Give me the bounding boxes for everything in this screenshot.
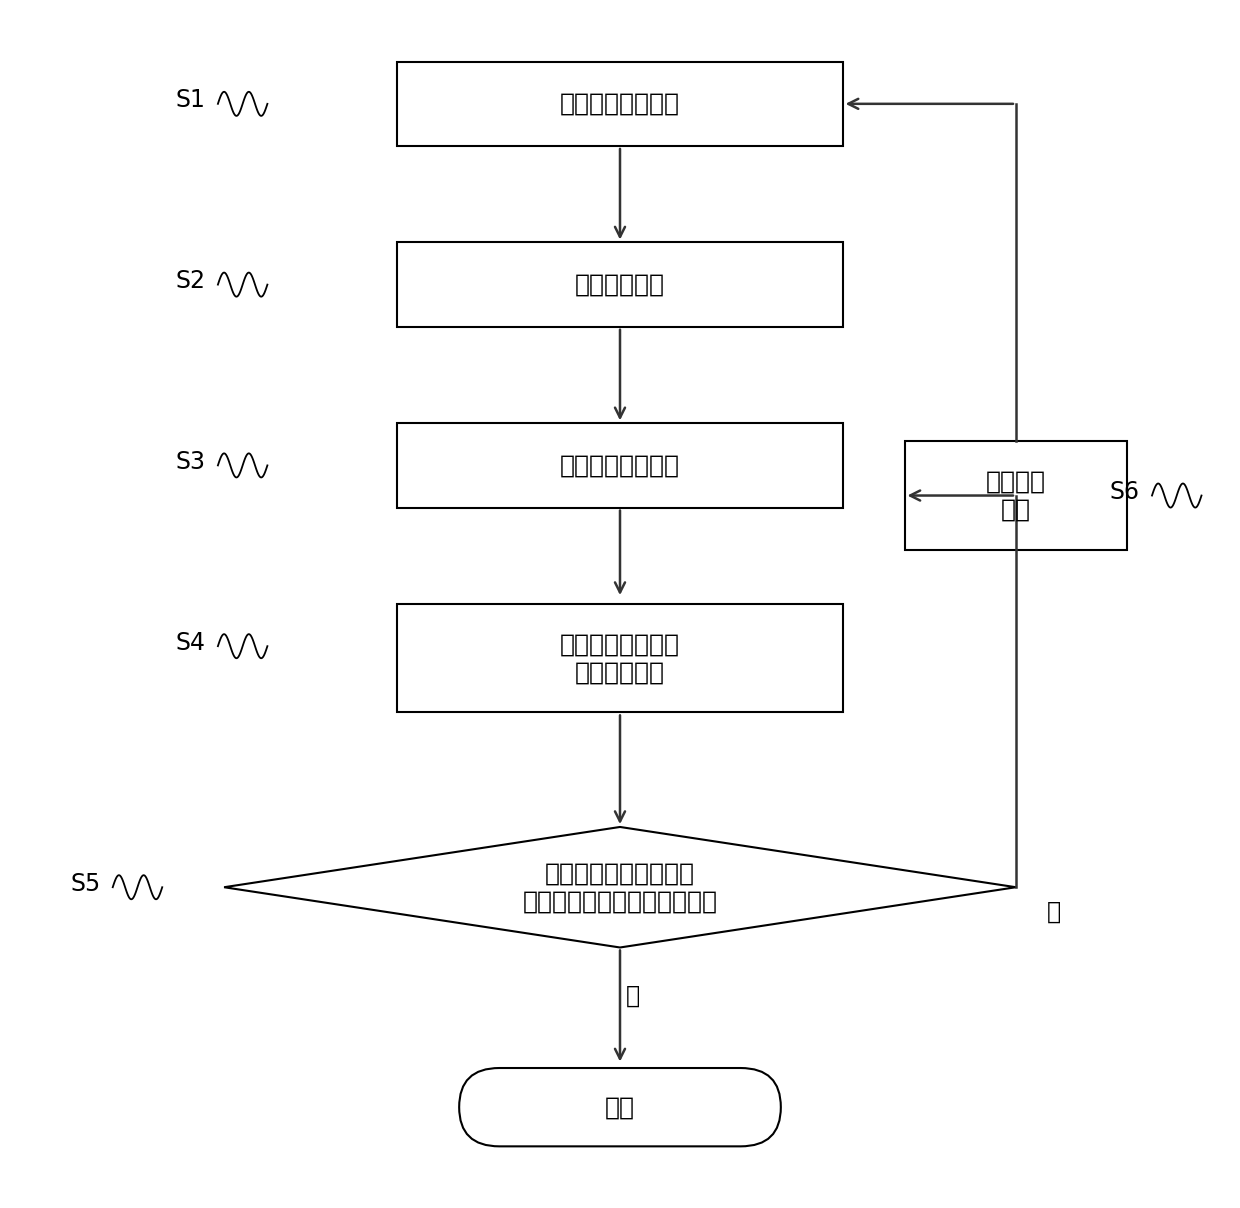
Text: 否: 否 [1047,899,1061,923]
Text: 调整网格
参数: 调整网格 参数 [986,470,1045,522]
Text: S4: S4 [176,631,206,655]
Text: S1: S1 [176,88,206,112]
Text: S2: S2 [176,269,206,294]
Text: S5: S5 [71,872,100,895]
Text: 划分被照射面网格: 划分被照射面网格 [560,92,680,116]
FancyBboxPatch shape [397,604,843,713]
Text: 结束: 结束 [605,1096,635,1119]
FancyBboxPatch shape [397,62,843,146]
Text: S3: S3 [176,449,206,474]
Text: S6: S6 [1110,480,1140,504]
Text: 计算得到自由曲面: 计算得到自由曲面 [560,453,680,477]
FancyBboxPatch shape [904,441,1127,550]
Text: 划分光源网格: 划分光源网格 [575,273,665,297]
FancyBboxPatch shape [459,1068,781,1146]
Text: 是: 是 [626,983,640,1007]
FancyBboxPatch shape [397,243,843,327]
Text: 模型判断被照射面是否
达到非均匀光子照度分布需求: 模型判断被照射面是否 达到非均匀光子照度分布需求 [522,861,718,913]
Polygon shape [224,827,1016,947]
Text: 填充曲面形成二次
光学透镜模型: 填充曲面形成二次 光学透镜模型 [560,632,680,684]
FancyBboxPatch shape [397,423,843,507]
